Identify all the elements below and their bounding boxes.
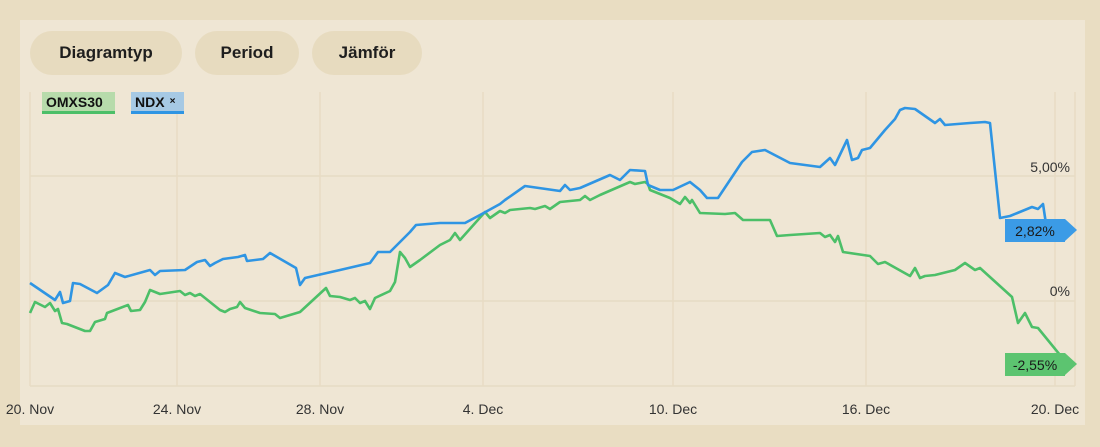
period-button[interactable]: Period <box>195 31 299 75</box>
x-tick-label: 20. Dec <box>1030 401 1080 417</box>
omxs30-last-value-tag: -2,55% <box>1005 353 1077 376</box>
x-tick-label: 16. Dec <box>841 401 891 417</box>
x-tick-label: 28. Nov <box>295 401 345 417</box>
y-tick-label: 5,00% <box>1030 159 1070 175</box>
remove-icon[interactable]: × <box>169 96 176 107</box>
chart-type-button[interactable]: Diagramtyp <box>30 31 182 75</box>
x-tick-label: 24. Nov <box>152 401 202 417</box>
x-tick-label: 4. Dec <box>462 401 504 417</box>
x-tick-label: 10. Dec <box>648 401 698 417</box>
legend-label: OMXS30 <box>46 93 103 110</box>
y-tick-label: 0% <box>1049 283 1070 299</box>
x-tick-label: 20. Nov <box>5 401 55 417</box>
series-line-omxs30 <box>28 180 1070 366</box>
legend-omxs30[interactable]: OMXS30 <box>42 92 115 114</box>
ndx-last-value-tag: 2,82% <box>1005 219 1077 242</box>
legend-label: NDX <box>135 93 165 110</box>
legend-ndx[interactable]: NDX × <box>131 92 184 114</box>
chart-panel <box>20 20 1085 425</box>
compare-button[interactable]: Jämför <box>312 31 422 75</box>
series-line-ndx <box>29 106 1049 305</box>
